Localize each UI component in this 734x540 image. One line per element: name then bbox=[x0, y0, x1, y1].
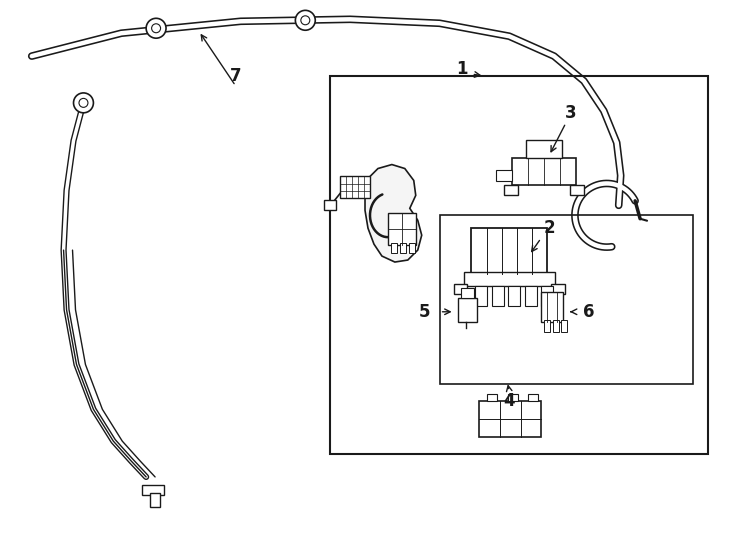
Bar bbox=[528, 394, 538, 401]
Bar bbox=[526, 140, 562, 158]
Bar bbox=[525, 286, 537, 306]
Circle shape bbox=[79, 98, 88, 107]
Bar bbox=[551, 284, 565, 294]
Circle shape bbox=[152, 24, 161, 33]
Polygon shape bbox=[365, 165, 422, 262]
Bar bbox=[541, 292, 563, 322]
Bar bbox=[544, 320, 550, 332]
Bar bbox=[496, 170, 512, 181]
Bar bbox=[487, 394, 498, 401]
Bar bbox=[504, 185, 518, 195]
Text: 7: 7 bbox=[230, 67, 241, 85]
Bar bbox=[388, 213, 415, 245]
Bar bbox=[561, 320, 567, 332]
Bar bbox=[440, 215, 694, 384]
Circle shape bbox=[146, 18, 166, 38]
Bar bbox=[454, 284, 468, 294]
Text: 4: 4 bbox=[504, 393, 515, 410]
Text: 6: 6 bbox=[583, 303, 595, 321]
Text: 2: 2 bbox=[543, 219, 555, 237]
Bar bbox=[471, 228, 547, 274]
Bar bbox=[570, 185, 584, 195]
Bar bbox=[492, 286, 504, 306]
Bar bbox=[400, 243, 406, 253]
Text: 5: 5 bbox=[419, 303, 430, 321]
Bar bbox=[324, 200, 336, 210]
Text: 1: 1 bbox=[456, 60, 468, 78]
Bar bbox=[142, 485, 164, 495]
Bar bbox=[463, 272, 555, 286]
Bar bbox=[460, 288, 474, 298]
Bar bbox=[512, 158, 576, 185]
Text: 3: 3 bbox=[565, 104, 577, 122]
Bar bbox=[508, 394, 517, 401]
Circle shape bbox=[73, 93, 93, 113]
Bar bbox=[476, 286, 487, 306]
Circle shape bbox=[301, 16, 310, 25]
Bar bbox=[150, 493, 160, 507]
Bar bbox=[479, 401, 541, 437]
Bar bbox=[409, 243, 415, 253]
Bar bbox=[330, 76, 708, 454]
Bar bbox=[391, 243, 397, 253]
Bar bbox=[508, 286, 520, 306]
Bar bbox=[340, 177, 370, 198]
Bar bbox=[541, 286, 553, 306]
Bar bbox=[457, 298, 477, 322]
Circle shape bbox=[295, 10, 316, 30]
Bar bbox=[553, 320, 559, 332]
